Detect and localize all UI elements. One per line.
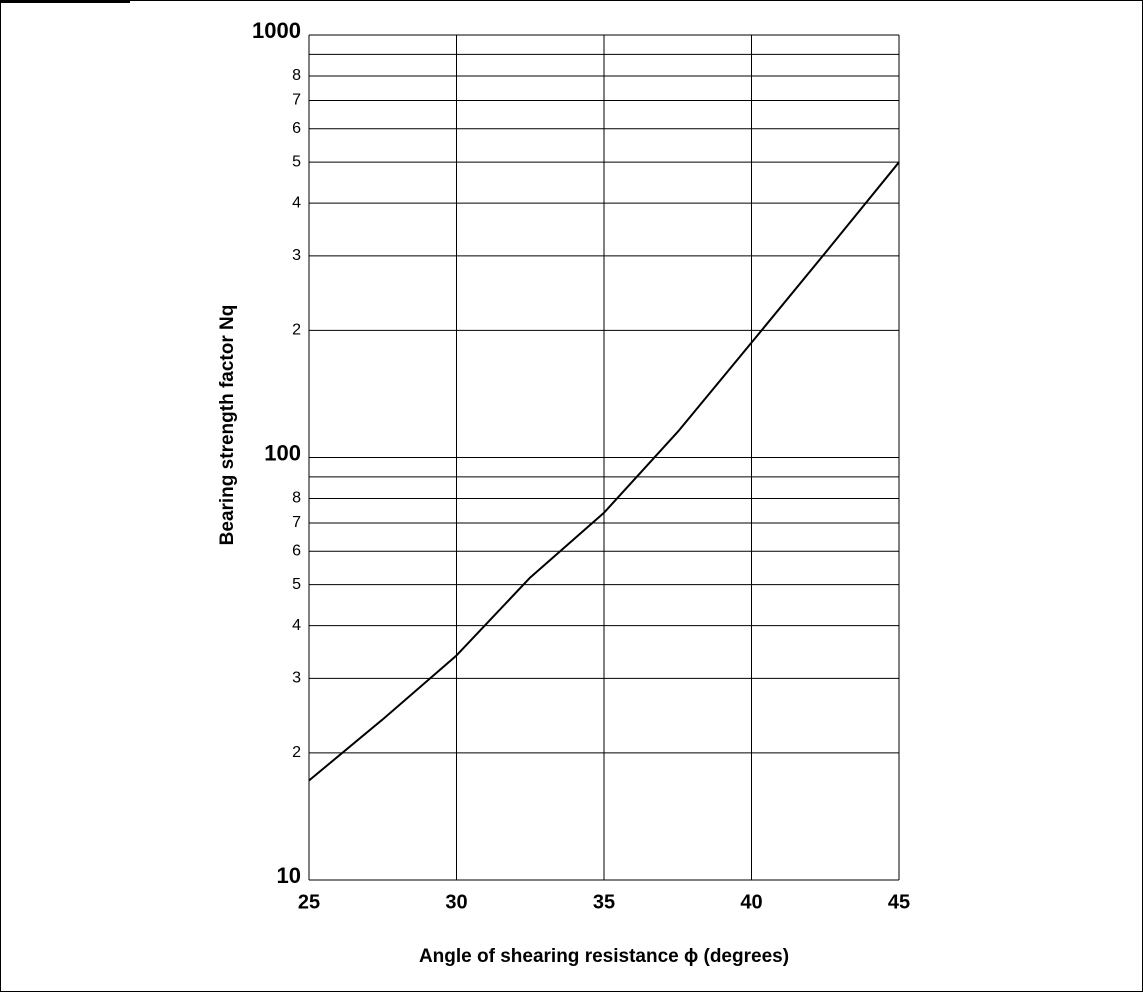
y-tick-label: 2 <box>292 322 301 339</box>
y-tick-label: 3 <box>292 247 301 264</box>
x-tick-label: 35 <box>593 891 615 913</box>
y-axis-label: Bearing strength factor Nq <box>217 305 238 546</box>
x-tick-label: 25 <box>298 891 320 913</box>
y-tick-label: 7 <box>292 514 301 531</box>
x-axis-label: Angle of shearing resistance ϕ (degrees) <box>419 946 789 967</box>
y-tick-label: 100 <box>264 440 301 465</box>
y-tick-label: 4 <box>292 617 301 634</box>
y-tick-label: 5 <box>292 153 301 170</box>
y-tick-label: 7 <box>292 92 301 109</box>
frame-bar <box>0 0 130 3</box>
x-tick-label: 45 <box>888 891 910 913</box>
y-tick-label: 5 <box>292 576 301 593</box>
x-tick-label: 40 <box>740 891 762 913</box>
y-tick-label: 4 <box>292 194 301 211</box>
y-tick-label: 6 <box>292 542 301 559</box>
y-tick-label: 2 <box>292 744 301 761</box>
y-tick-label: 1000 <box>252 18 301 43</box>
y-tick-label: 8 <box>292 490 301 507</box>
x-tick-label: 30 <box>445 891 467 913</box>
y-tick-label: 10 <box>277 863 301 888</box>
y-tick-label: 3 <box>292 670 301 687</box>
data-line <box>308 161 900 782</box>
y-tick-label: 6 <box>292 120 301 137</box>
y-tick-label: 8 <box>292 67 301 84</box>
